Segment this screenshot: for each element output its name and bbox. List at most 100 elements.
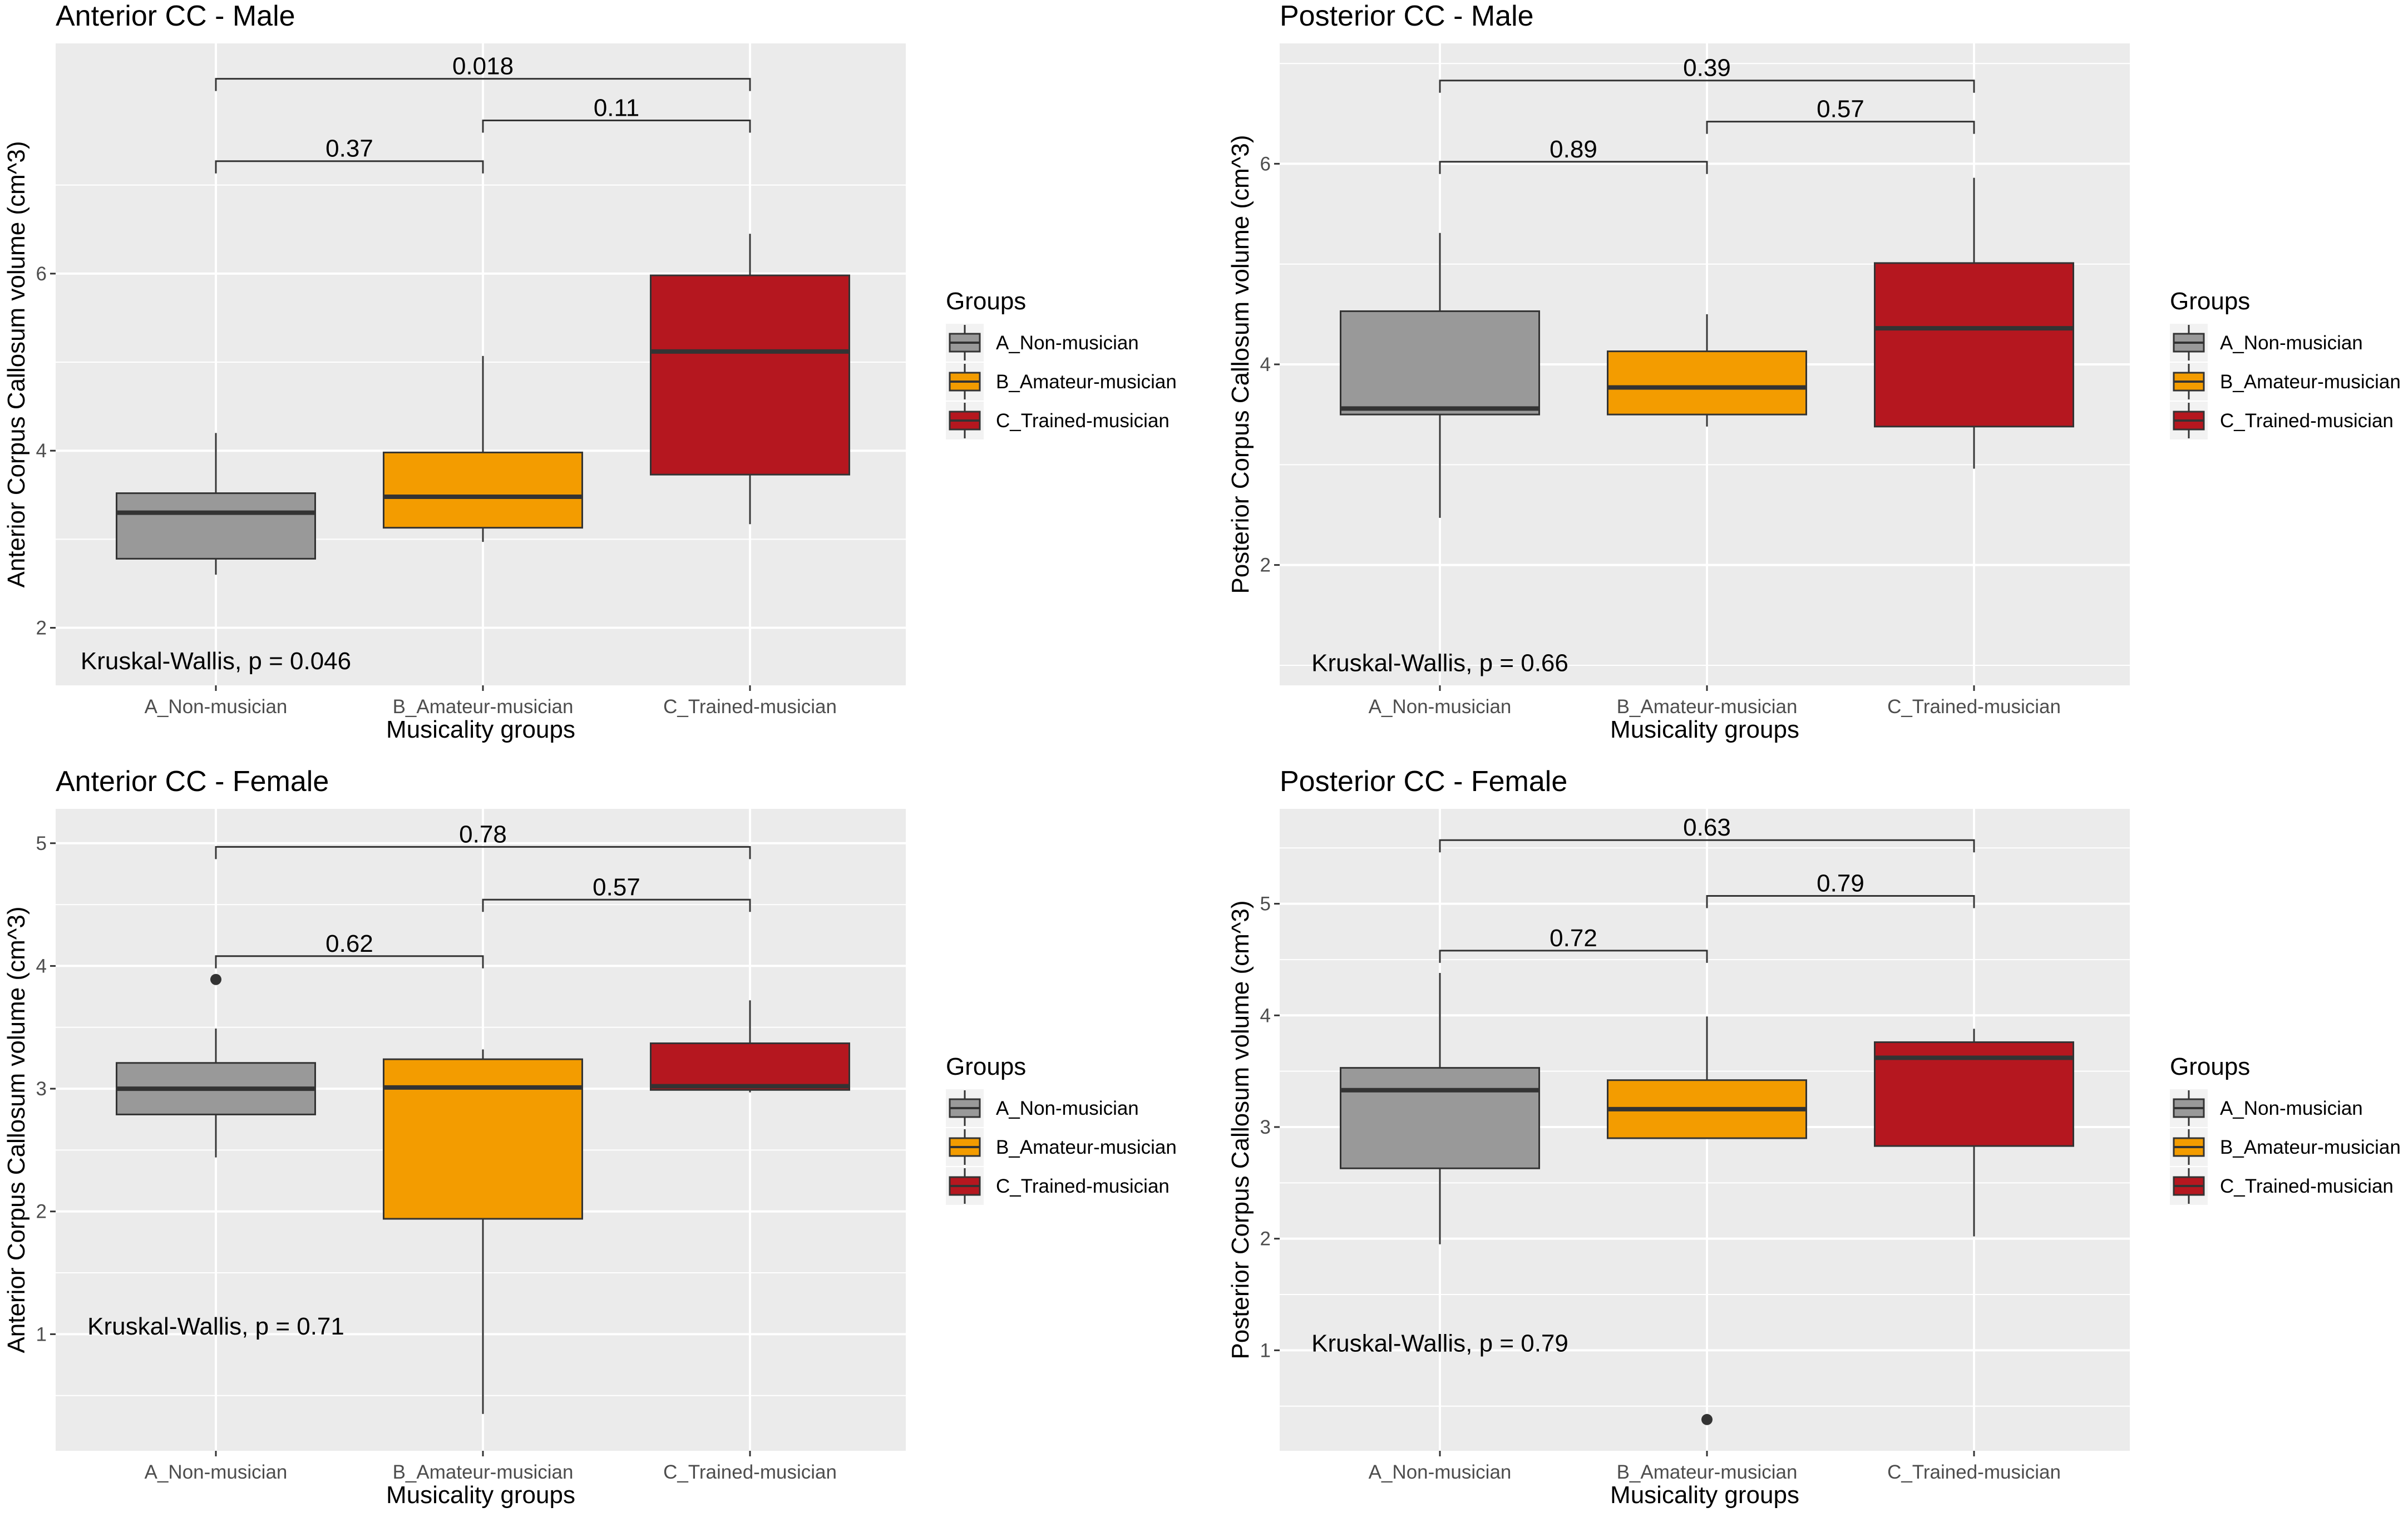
comparison-bracket [482,898,751,912]
kruskal-wallis-label: Kruskal-Wallis, p = 0.79 [1311,1330,1568,1357]
box-iqr [383,1058,583,1220]
y-tick-label: 4 [1260,1005,1271,1026]
chart-svg: Posterior CC - Female 1 2 3 4 5 A_Non-musician… [1227,765,2401,1509]
y-axis-title: Posterior Corpus Callosum volume (cm^3) [1227,135,1254,594]
x-tick-label: C_Trained-musician [663,696,837,718]
x-tick-label: A_Non-musician [145,1461,288,1483]
legend-title: Groups [946,288,1026,315]
comparison-bracket [1439,950,1708,963]
x-axis-title: Musicality groups [386,1481,575,1509]
chart-title: Posterior CC - Female [1280,765,1567,798]
outlier-point [210,974,221,985]
chart-svg: Anterior CC - Male 2 4 6 A_Non-musician B_Ama… [3,0,1177,743]
x-tick-label: B_Amateur-musician [393,696,574,718]
y-tick-label: 2 [36,1201,47,1223]
y-axis-title: Anterior Corpus Callosum volume (cm^3) [3,141,30,587]
y-tick-label: 4 [36,955,47,977]
x-tick-label: C_Trained-musician [663,1461,837,1483]
comparison-pvalue: 0.78 [459,821,507,848]
y-tick-label: 4 [1260,354,1271,375]
y-axis-title: Posterior Corpus Callosum volume (cm^3) [1227,900,1254,1359]
x-axis-title: Musicality groups [1610,1481,1799,1509]
x-axis-title: Musicality groups [386,716,575,743]
legend-label: A_Non-musician [2220,1098,2363,1119]
legend-label: B_Amateur-musician [2220,1136,2401,1158]
y-tick-label: 5 [1260,893,1271,915]
comparison-pvalue: 0.62 [325,930,373,957]
comparison-pvalue: 0.57 [1817,96,1864,123]
comparison-pvalue: 0.79 [1817,870,1864,897]
comparison-bracket [215,160,484,174]
x-tick-label: C_Trained-musician [1887,696,2061,718]
comparison-bracket [1706,895,1975,908]
comparison-pvalue: 0.37 [325,135,373,162]
chart-svg: Anterior CC - Female 1 2 3 4 5 A_Non-musician B… [3,765,1177,1509]
y-tick-label: 1 [1260,1340,1271,1361]
comparison-pvalue: 0.018 [452,53,514,80]
comparison-bracket [482,119,751,133]
y-tick-label: 3 [36,1078,47,1100]
outlier-point [1701,1414,1713,1425]
legend-label: C_Trained-musician [2220,410,2394,432]
chart-panel-posterior-female: Posterior CC - Female 1 2 3 4 5 A_Non-musician… [1224,765,2408,1522]
legend-label: B_Amateur-musician [996,371,1177,393]
x-tick-label: A_Non-musician [1369,696,1512,718]
x-tick-label: B_Amateur-musician [1617,696,1798,718]
y-tick-label: 2 [1260,1228,1271,1250]
chart-panel-posterior-male: Posterior CC - Male 2 4 6 A_Non-musician B_Am… [1224,0,2408,757]
legend-label: B_Amateur-musician [996,1136,1177,1158]
legend-title: Groups [946,1053,1026,1080]
comparison-bracket [1439,161,1708,174]
chart-panel-anterior-male: Anterior CC - Male 2 4 6 A_Non-musician B_Ama… [0,0,1204,757]
y-tick-label: 5 [36,833,47,854]
chart-panel-anterior-female: Anterior CC - Female 1 2 3 4 5 A_Non-musician B… [0,765,1204,1522]
x-axis-title: Musicality groups [1610,716,1799,743]
comparison-bracket [215,846,751,859]
y-tick-label: 1 [36,1323,47,1345]
x-tick-label: B_Amateur-musician [1617,1461,1798,1483]
x-tick-label: A_Non-musician [1369,1461,1512,1483]
chart-title: Anterior CC - Male [56,0,295,32]
comparison-bracket [1439,80,1975,93]
box-iqr [116,492,316,560]
box-iqr [1340,310,1540,416]
box-iqr [650,274,850,476]
comparison-pvalue: 0.11 [594,94,639,121]
y-tick-label: 4 [36,440,47,462]
kruskal-wallis-label: Kruskal-Wallis, p = 0.71 [87,1313,344,1340]
legend-title: Groups [2170,288,2250,315]
y-tick-label: 2 [36,617,47,639]
legend-label: A_Non-musician [996,1098,1139,1119]
legend-title: Groups [2170,1053,2250,1080]
legend-label: C_Trained-musician [2220,1175,2394,1197]
x-tick-label: C_Trained-musician [1887,1461,2061,1483]
legend-label: C_Trained-musician [996,410,1170,432]
comparison-bracket [1439,839,1975,853]
x-tick-label: A_Non-musician [145,696,288,718]
comparison-bracket [215,78,751,91]
kruskal-wallis-label: Kruskal-Wallis, p = 0.046 [81,648,351,675]
comparison-bracket [215,955,484,968]
box-iqr [1874,262,2074,428]
chart-svg: Posterior CC - Male 2 4 6 A_Non-musician B_Am… [1227,0,2401,743]
chart-title: Posterior CC - Male [1280,0,1534,32]
kruskal-wallis-label: Kruskal-Wallis, p = 0.66 [1311,649,1568,676]
comparison-pvalue: 0.72 [1550,925,1597,952]
box-iqr [1340,1067,1540,1169]
box-iqr [1607,350,1807,416]
y-axis-title: Anterior Corpus Callosum volume (cm^3) [3,906,30,1353]
comparison-pvalue: 0.57 [593,873,640,901]
y-tick-label: 2 [1260,555,1271,576]
legend-label: A_Non-musician [996,332,1139,354]
comparison-pvalue: 0.63 [1683,814,1731,841]
comparison-pvalue: 0.39 [1683,55,1731,82]
y-tick-label: 3 [1260,1116,1271,1138]
x-tick-label: B_Amateur-musician [393,1461,574,1483]
legend-label: C_Trained-musician [996,1175,1170,1197]
legend-label: B_Amateur-musician [2220,371,2401,393]
legend-label: A_Non-musician [2220,332,2363,354]
box-iqr [383,451,583,529]
chart-title: Anterior CC - Female [56,765,329,798]
comparison-bracket [1706,121,1975,134]
